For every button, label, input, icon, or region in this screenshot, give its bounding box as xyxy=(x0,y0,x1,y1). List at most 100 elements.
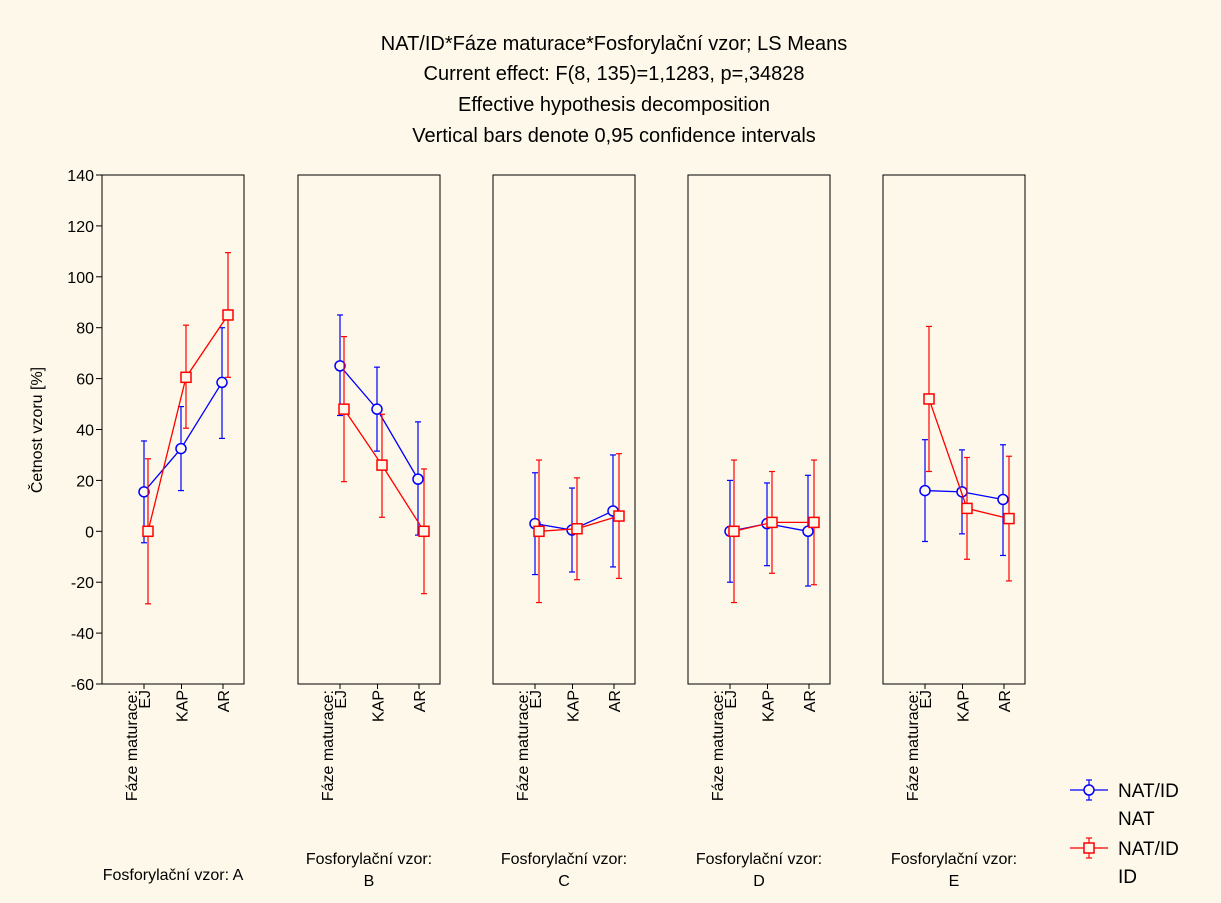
legend-sublabel: NAT xyxy=(1118,809,1155,830)
data-point-square xyxy=(766,516,778,529)
panel-frame xyxy=(687,174,831,685)
y-tick-label: -20 xyxy=(71,575,94,592)
panel-a: EJ KAP AR Fáze maturace: Fosforylační vzor: … xyxy=(101,174,245,884)
y-tick-label: 0 xyxy=(85,524,94,541)
series-line xyxy=(143,382,223,493)
panel-frame xyxy=(101,174,245,685)
y-tick-label: 120 xyxy=(67,219,94,236)
legend-marker-circle xyxy=(1083,784,1095,796)
panel-b: EJ KAP AR Fáze maturace: Fosforylační vzor: B xyxy=(297,174,441,890)
x-tick-label: AR xyxy=(997,690,1014,712)
panel-factor-label: Fosforylační vzor: xyxy=(306,851,432,868)
x-factor-label: Fáze maturace: xyxy=(905,690,922,801)
data-point-square xyxy=(1003,512,1015,525)
data-point-square xyxy=(142,525,154,538)
panel-c: EJ KAP AR Fáze maturace: Fosforylační vzor: C xyxy=(492,174,636,890)
y-tick-label: 140 xyxy=(67,168,94,185)
data-point-square xyxy=(571,523,583,535)
data-point-square xyxy=(808,516,820,529)
data-point-circle xyxy=(802,525,814,538)
y-tick-label: -40 xyxy=(71,626,94,643)
x-tick-label: EJ xyxy=(918,690,935,709)
x-factor-label: Fáze maturace: xyxy=(124,690,141,801)
data-point-square xyxy=(728,525,740,538)
panel-d: EJ KAP AR Fáze maturace: Fosforylační vzor: D xyxy=(687,174,831,890)
panel-level-label: C xyxy=(558,873,570,890)
series-line xyxy=(147,314,229,532)
legend-entry-id: NAT/ID ID xyxy=(1070,837,1179,888)
series-nat xyxy=(334,314,424,536)
x-factor-label: Fáze maturace: xyxy=(515,690,532,801)
y-tick-label: 20 xyxy=(76,473,94,490)
x-tick-label: KAP xyxy=(761,690,778,722)
x-tick-label: KAP xyxy=(566,690,583,722)
legend-entry-nat: NAT/ID NAT xyxy=(1070,779,1179,830)
y-tick-label: 100 xyxy=(67,270,94,287)
x-factor-label: Fáze maturace: xyxy=(320,690,337,801)
panel-e: EJ KAP AR Fáze maturace: Fosforylační vzor: E xyxy=(882,174,1026,890)
x-tick-label: AR xyxy=(412,690,429,712)
data-point-square xyxy=(222,309,234,321)
data-point-circle xyxy=(334,360,346,372)
panel-label: Fosforylační vzor: A xyxy=(103,867,244,884)
legend: NAT/ID NAT NAT/ID ID xyxy=(1070,779,1179,888)
series-id xyxy=(142,252,234,605)
data-point-circle xyxy=(997,493,1009,506)
panel-level-label: E xyxy=(949,873,960,890)
y-axis-label: Četnost vzoru [%] xyxy=(27,367,46,493)
data-point-circle xyxy=(412,473,424,485)
series-id xyxy=(338,336,430,595)
y-tick-label: 80 xyxy=(76,321,94,338)
panel-level-label: D xyxy=(753,873,765,890)
panel-frame xyxy=(297,174,441,685)
legend-label: NAT/ID xyxy=(1118,781,1179,802)
panel-frame xyxy=(492,174,636,685)
series-id xyxy=(728,459,820,604)
data-point-square xyxy=(613,510,625,522)
series-nat xyxy=(138,327,228,544)
x-tick-label: EJ xyxy=(137,690,154,709)
data-point-square xyxy=(533,525,545,538)
series-nat xyxy=(919,439,1009,557)
legend-marker-square xyxy=(1083,842,1095,854)
data-point-square xyxy=(418,525,430,538)
x-tick-label: EJ xyxy=(333,690,350,709)
title-line-1: NAT/ID*Fáze maturace*Fosforylační vzor; … xyxy=(381,33,847,55)
panel-level-label: B xyxy=(364,873,375,890)
data-point-square xyxy=(923,393,935,405)
panel-frame xyxy=(882,174,1026,685)
x-tick-label: KAP xyxy=(956,690,973,722)
data-point-square xyxy=(180,371,192,384)
x-tick-label: AR xyxy=(607,690,624,712)
x-tick-label: EJ xyxy=(723,690,740,709)
y-tick-label: -60 xyxy=(71,677,94,694)
x-tick-label: KAP xyxy=(175,690,192,722)
title-line-4: Vertical bars denote 0,95 confidence int… xyxy=(412,125,816,147)
data-point-square xyxy=(338,403,350,415)
panel-factor-label: Fosforylační vzor: xyxy=(696,851,822,868)
data-point-circle xyxy=(175,442,187,455)
y-tick-label: 60 xyxy=(76,372,94,389)
panel-factor-label: Fosforylační vzor: xyxy=(891,851,1017,868)
data-point-circle xyxy=(919,484,931,497)
x-tick-label: AR xyxy=(216,690,233,712)
series-nat xyxy=(529,454,619,576)
x-tick-label: EJ xyxy=(528,690,545,709)
legend-sublabel: ID xyxy=(1118,867,1137,888)
chart-panels: EJ KAP AR Fáze maturace: Fosforylační vzor: … xyxy=(101,174,1026,890)
data-point-circle xyxy=(216,376,228,389)
title-line-2: Current effect: F(8, 135)=1,1283, p=,348… xyxy=(424,63,805,85)
panel-factor-label: Fosforylační vzor: xyxy=(501,851,627,868)
title-line-3: Effective hypothesis decomposition xyxy=(458,94,770,116)
series-id xyxy=(533,453,625,604)
x-factor-label: Fáze maturace: xyxy=(710,690,727,801)
data-point-circle xyxy=(371,403,383,415)
series-id xyxy=(923,325,1015,582)
data-point-square xyxy=(376,459,388,471)
chart-title: NAT/ID*Fáze maturace*Fosforylační vzor; … xyxy=(381,33,847,147)
data-point-circle xyxy=(138,486,150,498)
data-point-square xyxy=(961,502,973,515)
y-axis: 140 120 100 80 60 40 20 0 -20 -40 -60 xyxy=(67,168,102,694)
